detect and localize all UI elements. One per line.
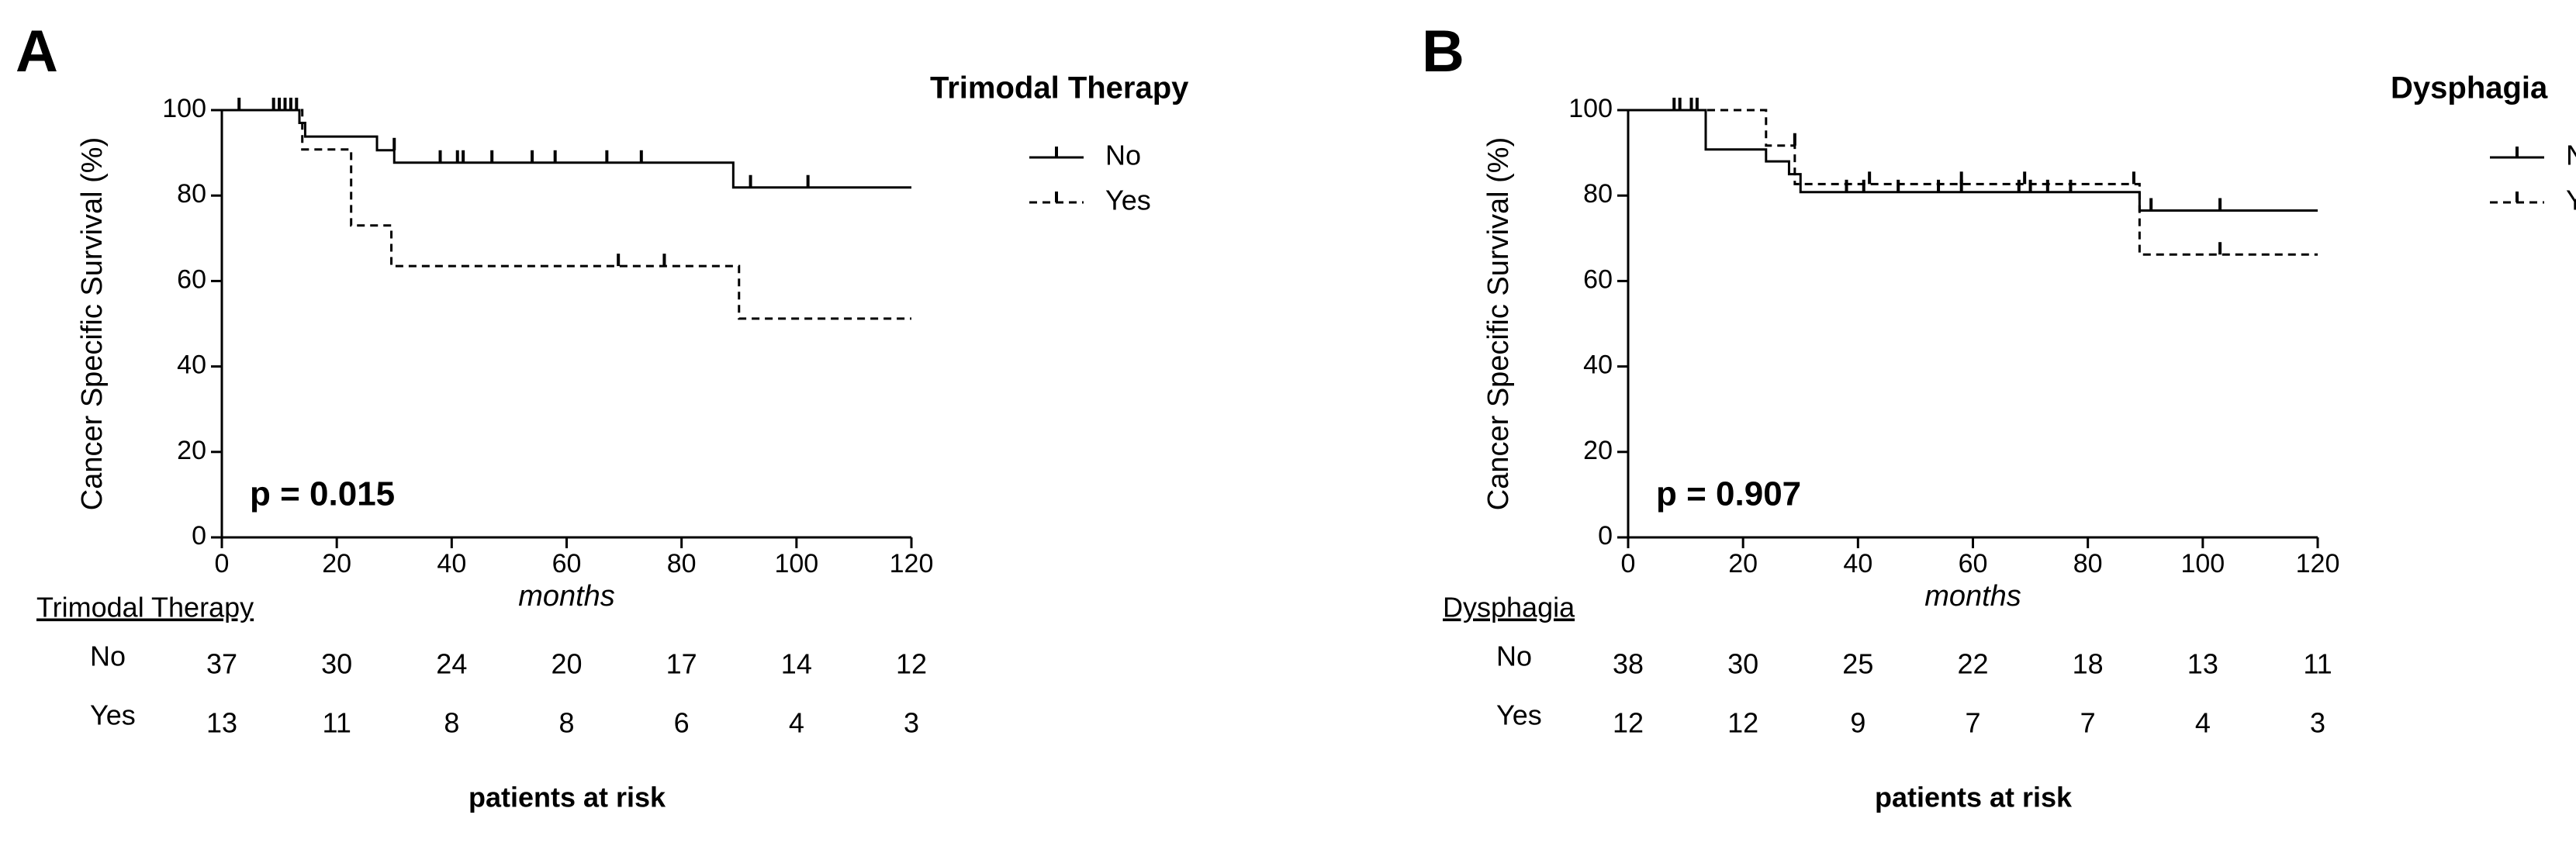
- y-axis-title: Cancer Specific Survival (%): [1482, 137, 1515, 510]
- risk-row-label: No: [1496, 641, 1532, 672]
- risk-table-title: Trimodal Therapy: [36, 592, 254, 623]
- risk-count: 30: [1727, 648, 1758, 680]
- x-tick-label: 0: [215, 549, 230, 578]
- risk-count: 25: [1842, 648, 1873, 680]
- risk-count: 14: [781, 648, 812, 680]
- risk-count: 22: [1957, 648, 1988, 680]
- survival-curve: [1628, 109, 2318, 256]
- survival-curve: [1628, 109, 2318, 212]
- risk-table-title: Dysphagia: [1443, 592, 1575, 623]
- panel: 0 20 40 60 80 100 0 20 40 60 80 100 120 months Cancer …: [16, 19, 1189, 813]
- x-tick-label: 20: [1728, 549, 1758, 578]
- risk-row-label: Yes: [1496, 699, 1542, 731]
- x-tick-label: 60: [552, 549, 582, 578]
- p-value: p = 0.015: [250, 475, 395, 513]
- risk-row-label: No: [90, 641, 126, 672]
- x-axis-title: months: [518, 580, 615, 613]
- risk-count: 17: [666, 648, 697, 680]
- x-axis-title: months: [1924, 580, 2021, 613]
- x-tick-label: 60: [1959, 549, 1988, 578]
- x-tick-label: 0: [1621, 549, 1636, 578]
- y-tick-label: 60: [1583, 264, 1613, 294]
- risk-table-label: patients at risk: [469, 782, 666, 813]
- legend-title: Dysphagia: [2391, 71, 2548, 105]
- panel: 0 20 40 60 80 100 0 20 40 60 80 100 120 months Cancer …: [1422, 19, 2576, 813]
- survival-curve: [222, 109, 911, 189]
- y-tick-label: 20: [1583, 436, 1613, 465]
- x-tick-label: 120: [890, 549, 934, 578]
- y-tick-label: 80: [1583, 179, 1613, 209]
- risk-count: 12: [1613, 707, 1644, 739]
- risk-count: 11: [2303, 648, 2332, 680]
- risk-count: 24: [436, 648, 467, 680]
- x-tick-label: 40: [1843, 549, 1872, 578]
- y-tick-label: 40: [1583, 350, 1613, 380]
- x-tick-label: 80: [2073, 549, 2103, 578]
- risk-count: 38: [1613, 648, 1644, 680]
- x-tick-label: 20: [322, 549, 351, 578]
- risk-count: 13: [206, 707, 237, 739]
- risk-count: 20: [551, 648, 582, 680]
- risk-count: 6: [674, 707, 690, 739]
- risk-count: 4: [789, 707, 804, 739]
- legend-label: Yes: [1105, 185, 1151, 216]
- x-tick-label: 80: [667, 549, 697, 578]
- x-tick-label: 120: [2296, 549, 2340, 578]
- risk-count: 7: [2080, 707, 2096, 739]
- risk-row-label: Yes: [90, 699, 136, 731]
- risk-count: 37: [206, 648, 237, 680]
- legend-label: No: [1105, 140, 1141, 171]
- y-tick-label: 0: [192, 521, 206, 551]
- y-tick-label: 60: [177, 264, 206, 294]
- risk-count: 18: [2073, 648, 2104, 680]
- panel-letter: B: [1422, 19, 1464, 85]
- x-tick-label: 40: [437, 549, 466, 578]
- risk-count: 30: [321, 648, 352, 680]
- risk-count: 7: [1965, 707, 1980, 739]
- risk-count: 8: [558, 707, 574, 739]
- risk-table-label: patients at risk: [1875, 782, 2073, 813]
- y-tick-label: 40: [177, 350, 206, 380]
- y-tick-label: 100: [1568, 94, 1613, 123]
- y-axis-title: Cancer Specific Survival (%): [76, 137, 109, 510]
- risk-count: 12: [1727, 707, 1758, 739]
- y-tick-label: 100: [162, 94, 206, 123]
- risk-count: 13: [2187, 648, 2218, 680]
- survival-curve: [222, 109, 911, 320]
- risk-count: 9: [1850, 707, 1865, 739]
- risk-count: 11: [322, 707, 351, 739]
- p-value: p = 0.907: [1656, 475, 1801, 513]
- legend-label: Yes: [2566, 185, 2576, 216]
- risk-count: 3: [2310, 707, 2325, 739]
- risk-count: 3: [904, 707, 919, 739]
- x-tick-label: 100: [774, 549, 818, 578]
- risk-count: 8: [444, 707, 459, 739]
- risk-count: 4: [2195, 707, 2211, 739]
- legend-label: No: [2566, 140, 2576, 171]
- y-tick-label: 0: [1598, 521, 1613, 551]
- risk-count: 12: [896, 648, 927, 680]
- y-tick-label: 80: [177, 179, 206, 209]
- legend-title: Trimodal Therapy: [930, 71, 1189, 105]
- x-tick-label: 100: [2180, 549, 2225, 578]
- y-tick-label: 20: [177, 436, 206, 465]
- panel-letter: A: [16, 19, 58, 85]
